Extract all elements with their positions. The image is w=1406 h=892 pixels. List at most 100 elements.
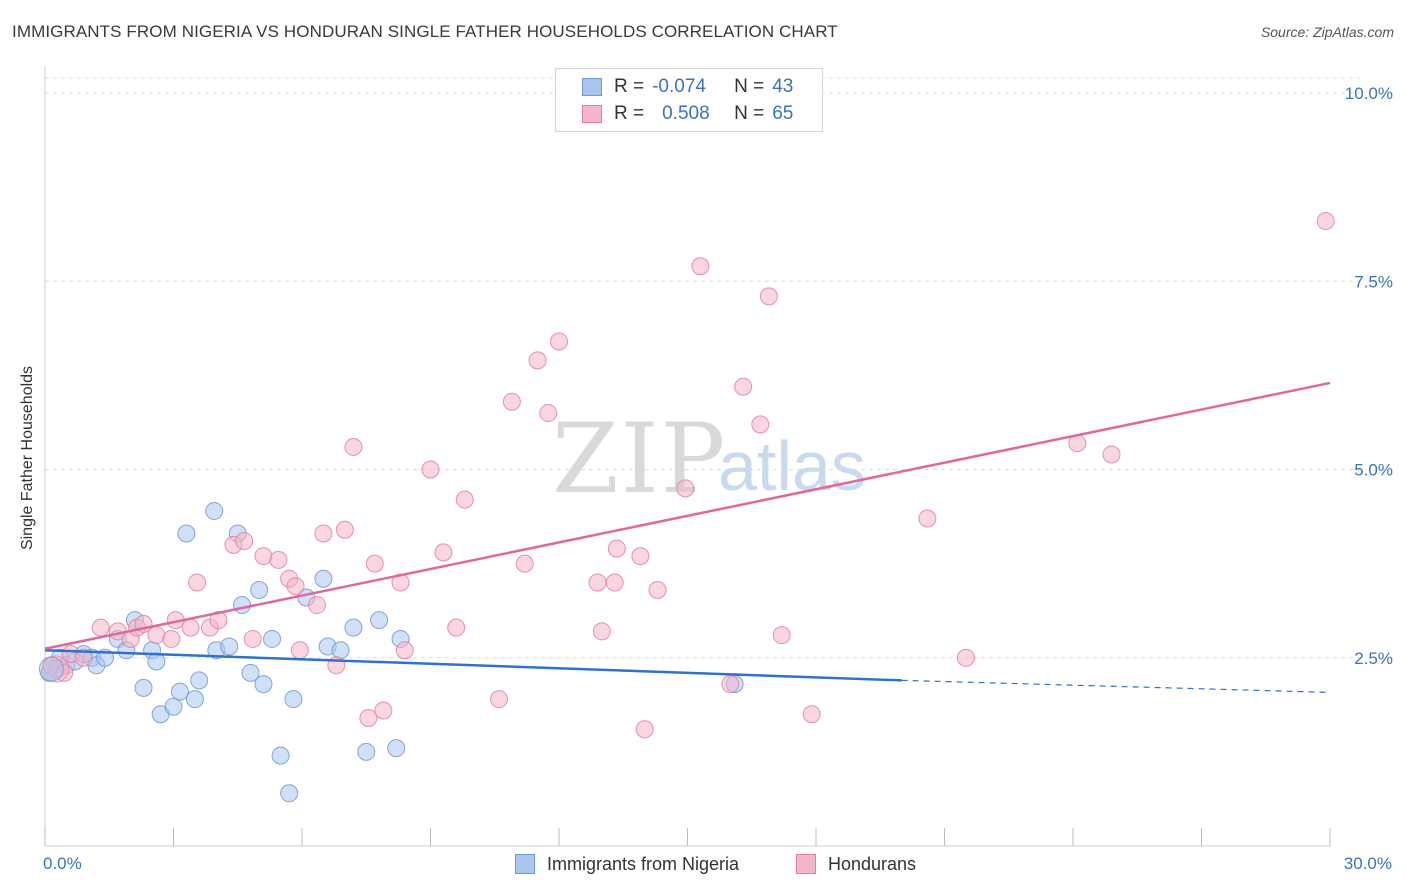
hondurans-point [605, 573, 624, 592]
hondurans-point [365, 554, 384, 573]
legend-r-label: R = [614, 76, 645, 97]
nigeria-point [220, 637, 239, 656]
y-tick-label: 2.5% [1354, 649, 1393, 668]
hondurans-point [162, 629, 181, 648]
tick-label-layer: 2.5% 5.0% 7.5% 10.0% 0.0% 30.0% [43, 84, 1393, 873]
hondurans-point [91, 618, 110, 637]
nigeria-point [177, 524, 196, 543]
hondurans-point [374, 701, 393, 720]
x-tick-label: 30.0% [1344, 854, 1392, 873]
legend-row-hondurans: R = 0.508 N = 65 [582, 102, 793, 126]
hondurans-point [307, 596, 326, 615]
nigeria-point [190, 671, 209, 690]
nigeria-point [331, 641, 350, 660]
hondurans-point [751, 415, 770, 434]
hondurans-point [434, 543, 453, 562]
legend-n-value: 43 [772, 76, 794, 97]
legend-n-label: N = [734, 76, 765, 97]
hondurans-point [734, 377, 753, 396]
bottom-legend-swatch-nigeria [515, 854, 535, 874]
nigeria-point [205, 501, 224, 520]
trendline-hondurans [44, 381, 1331, 650]
hondurans-point [490, 690, 509, 709]
nigeria-point [284, 690, 303, 709]
axis-layer [44, 66, 1331, 847]
nigeria-point [250, 581, 269, 599]
nigeria-point [370, 611, 389, 630]
legend-r-value: 0.508 [662, 103, 710, 124]
hondurans-point [635, 720, 654, 739]
nigeria-point [387, 739, 406, 758]
nigeria-point [170, 682, 189, 701]
hondurans-point [918, 509, 937, 528]
trendline-layer [44, 381, 1331, 693]
hondurans-point [290, 641, 309, 660]
legend-n-value: 65 [772, 103, 794, 124]
y-tick-label: 7.5% [1354, 272, 1393, 291]
hondurans-point [588, 573, 607, 592]
trendline-nigeria [44, 648, 902, 682]
hondurans-point [528, 351, 547, 370]
nigeria-point-large [38, 656, 64, 682]
y-tick-label: 10.0% [1345, 84, 1393, 103]
hondurans-point [502, 392, 521, 411]
nigeria-point [254, 675, 273, 694]
watermark: ZIP atlas [552, 403, 866, 515]
hondurans-point [359, 709, 378, 727]
bottom-legend-nigeria: Immigrants from Nigeria [515, 852, 739, 876]
watermark-atlas: atlas [718, 427, 866, 505]
hondurans-point [956, 648, 975, 667]
y-tick-label: 5.0% [1354, 461, 1393, 480]
hondurans-point [515, 554, 534, 573]
nigeria-point [233, 596, 252, 615]
nigeria-point [314, 569, 333, 588]
hondurans-point [592, 622, 611, 641]
hondurans-point [269, 550, 288, 569]
legend-swatch-hondurans [582, 105, 602, 123]
hondurans-point [254, 547, 273, 566]
hondurans-point [344, 437, 363, 456]
hondurans-point [395, 641, 414, 660]
legend-r-label: R = [614, 103, 645, 124]
hondurans-point [235, 532, 254, 551]
trendline-nigeria-extension [901, 679, 1331, 693]
hondurans-point [539, 404, 558, 423]
nigeria-point [164, 697, 183, 716]
source-credit: Source: ZipAtlas.com [1260, 24, 1394, 40]
nigeria-point [271, 746, 290, 765]
hondurans-point [188, 573, 207, 592]
hondurans-point [550, 332, 568, 351]
nigeria-point [357, 742, 376, 761]
hondurans-point [447, 618, 466, 637]
legend-swatch-nigeria [582, 78, 602, 96]
hondurans-point [74, 648, 93, 667]
hondurans-point [314, 524, 333, 543]
hondurans-point [286, 577, 305, 596]
nigeria-point [134, 678, 153, 697]
hondurans-point [455, 490, 474, 509]
hondurans-point [1102, 445, 1121, 464]
legend-n-label: N = [734, 103, 765, 124]
grid-layer [45, 77, 1360, 659]
hondurans-point [631, 547, 650, 566]
hondurans-point [243, 629, 262, 648]
hondurans-point [721, 675, 740, 694]
legend-r-value: -0.074 [652, 76, 706, 97]
hondurans-point [648, 581, 667, 599]
hondurans-point [772, 626, 791, 645]
nigeria-point [344, 618, 363, 637]
bottom-legend-swatch-hondurans [796, 854, 816, 874]
x-tick-label: 0.0% [43, 854, 82, 873]
bottom-legend-hondurans: Hondurans [796, 852, 916, 876]
hondurans-point [607, 539, 626, 558]
hondurans-point [759, 287, 778, 306]
correlation-legend: R = -0.074 N = 43 R = 0.508 N = 65 [555, 68, 823, 132]
nigeria-point [280, 784, 299, 803]
hondurans-point [335, 520, 354, 539]
hondurans-point [421, 460, 440, 479]
nigeria-point [241, 663, 260, 682]
hondurans-point [181, 618, 200, 637]
hondurans-point [1316, 212, 1335, 231]
bottom-legend-label-hondurans: Hondurans [828, 853, 917, 874]
nigeria-point [263, 629, 282, 648]
